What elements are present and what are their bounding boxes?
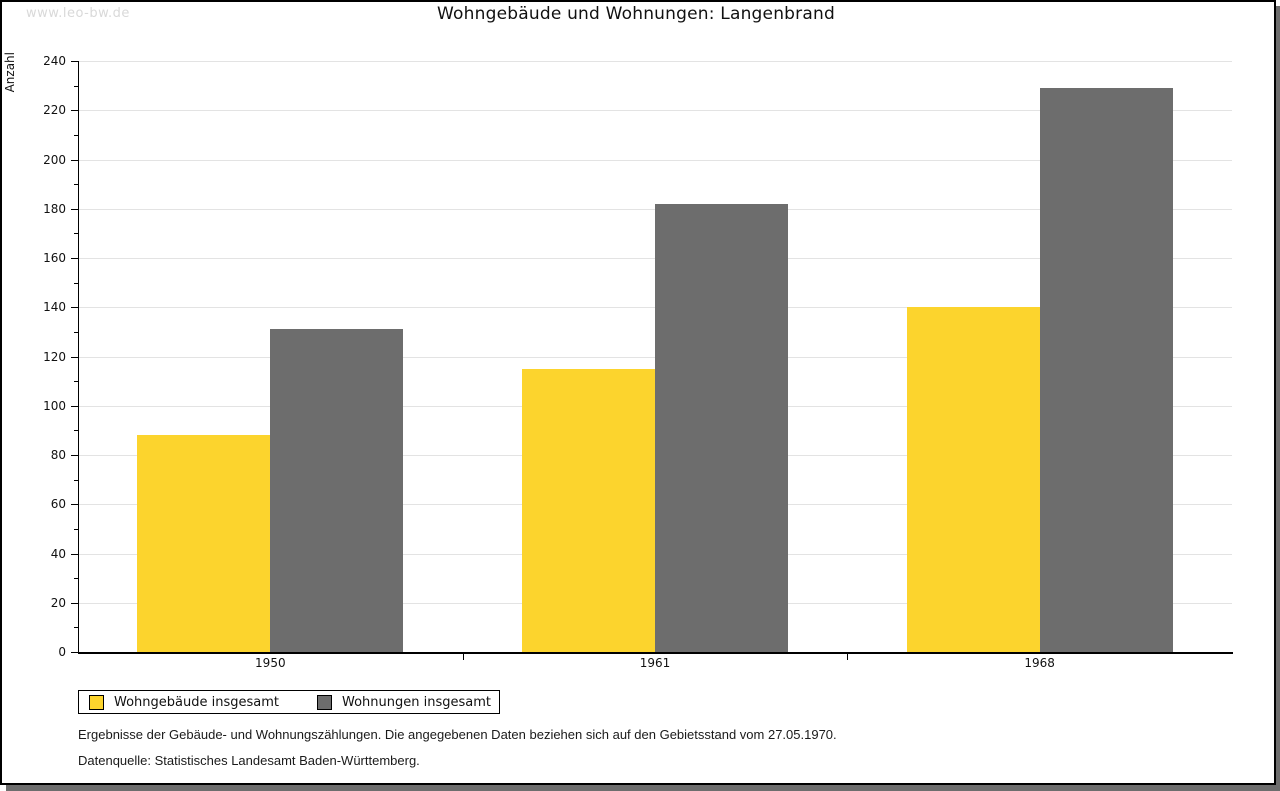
y-major-tick-80 <box>71 455 78 456</box>
gridline-200 <box>78 159 1232 161</box>
y-minor-tick-90 <box>74 430 78 432</box>
watermark-text: www.leo-bw.de <box>26 6 130 21</box>
y-major-tick-240 <box>71 61 78 62</box>
y-minor-tick-30 <box>74 578 78 580</box>
gridline-220 <box>78 110 1232 112</box>
y-major-tick-220 <box>71 110 78 112</box>
y-tick-label-180: 180 <box>43 201 66 216</box>
y-tick-label-160: 160 <box>43 251 66 265</box>
y-minor-tick-70 <box>74 479 78 481</box>
legend-item-wohngebaeude-insgesamt: Wohngebäude insgesamt <box>89 694 279 710</box>
legend-item-wohnungen-insgesamt: Wohnungen insgesamt <box>317 694 491 710</box>
bar-wohnungen-insgesamt-1950 <box>270 329 404 652</box>
y-minor-tick-10 <box>74 627 78 629</box>
x-axis-line <box>78 652 1233 654</box>
legend-label-wohngebaeude-insgesamt: Wohngebäude insgesamt <box>114 694 279 710</box>
y-tick-label-0: 0 <box>58 645 66 659</box>
y-tick-label-140: 140 <box>43 300 66 315</box>
x-boundary-tick-2 <box>847 654 849 660</box>
y-tick-label-240: 240 <box>43 54 66 68</box>
y-tick-label-120: 120 <box>43 349 66 364</box>
x-tick-label-1950: 1950 <box>255 656 286 670</box>
y-tick-label-20: 20 <box>50 595 66 610</box>
gridline-240 <box>78 61 1232 62</box>
bar-wohnungen-insgesamt-1961 <box>655 203 788 652</box>
y-minor-tick-50 <box>74 528 78 530</box>
y-major-tick-200 <box>71 159 78 161</box>
y-minor-tick-210 <box>74 134 78 136</box>
y-major-tick-20 <box>71 602 78 604</box>
y-minor-tick-110 <box>74 381 78 383</box>
y-minor-tick-190 <box>74 184 78 186</box>
y-minor-tick-130 <box>74 331 78 333</box>
bar-wohnungen-insgesamt-1968 <box>1039 88 1173 652</box>
legend-swatch-wohngebaeude-insgesamt <box>89 694 104 710</box>
bar-wohngebaeude-insgesamt-1950 <box>137 435 271 652</box>
y-major-tick-40 <box>71 553 78 555</box>
y-major-tick-180 <box>71 208 78 210</box>
y-tick-label-80: 80 <box>50 448 66 462</box>
legend: Wohngebäude insgesamt Wohnungen insgesamt <box>78 690 500 714</box>
bar-wohngebaeude-insgesamt-1968 <box>906 307 1040 652</box>
y-major-tick-60 <box>71 504 78 506</box>
x-tick-label-1961: 1961 <box>639 656 671 670</box>
legend-label-wohnungen-insgesamt: Wohnungen insgesamt <box>342 694 491 710</box>
y-tick-label-200: 200 <box>43 152 66 167</box>
y-tick-label-220: 220 <box>43 103 66 118</box>
y-minor-tick-170 <box>74 233 78 235</box>
x-boundary-tick-1 <box>462 654 464 660</box>
y-major-tick-0 <box>71 652 78 653</box>
y-major-tick-160 <box>71 258 78 259</box>
y-minor-tick-230 <box>74 85 78 87</box>
bar-wohngebaeude-insgesamt-1961 <box>522 368 655 652</box>
y-major-tick-100 <box>71 405 78 407</box>
footnote-survey-info: Ergebnisse der Gebäude- und Wohnungszähl… <box>78 727 837 742</box>
y-tick-label-100: 100 <box>43 398 66 413</box>
chart-title: Wohngebäude und Wohnungen: Langenbrand <box>437 4 835 24</box>
legend-swatch-wohnungen-insgesamt <box>317 694 332 710</box>
y-major-tick-120 <box>71 356 78 358</box>
y-tick-label-40: 40 <box>50 546 66 561</box>
y-axis-title: Anzahl <box>3 52 17 93</box>
footnote-data-source: Datenquelle: Statistisches Landesamt Bad… <box>78 753 420 768</box>
x-tick-label-1968: 1968 <box>1024 656 1055 670</box>
y-tick-label-60: 60 <box>50 497 66 512</box>
y-minor-tick-150 <box>74 282 78 284</box>
y-axis-line <box>78 61 79 652</box>
y-major-tick-140 <box>71 307 78 309</box>
